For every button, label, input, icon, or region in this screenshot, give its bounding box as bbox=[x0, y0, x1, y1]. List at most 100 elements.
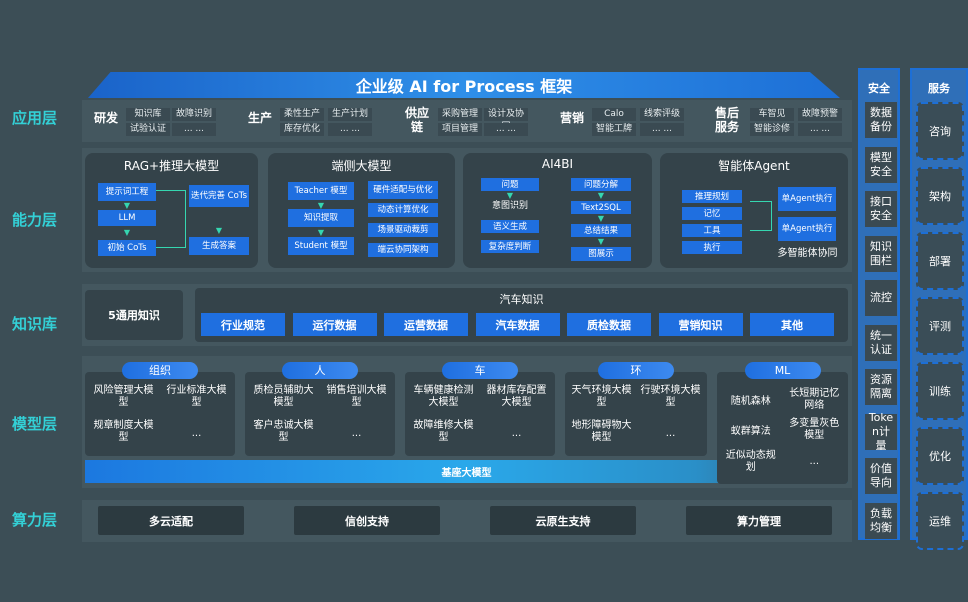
compute-item[interactable]: 信创支持 bbox=[294, 506, 440, 535]
app-item[interactable]: 生产计划 bbox=[328, 108, 372, 121]
security-item[interactable]: 模型安全 bbox=[865, 146, 897, 183]
agent-caption: 多智能体协同 bbox=[777, 248, 838, 259]
model-item: 车辆健康检测大模型 bbox=[413, 385, 474, 408]
model-panel bbox=[405, 372, 555, 456]
arrow-down-icon: ▼ bbox=[597, 214, 605, 223]
app-item[interactable]: 采购管理 bbox=[438, 108, 482, 121]
knowledge-item[interactable]: 运行数据 bbox=[292, 313, 377, 336]
app-group-3: 营销 bbox=[559, 111, 584, 125]
layer-label-application: 应用层 bbox=[12, 109, 58, 127]
edge-model-panel: 端侧大模型 Teacher 模型 ▼ 知识提取 ▼ Student 模型 硬件适… bbox=[268, 153, 455, 268]
service-item[interactable]: 训练 bbox=[916, 362, 964, 420]
base-model-bar: 基座大模型 bbox=[85, 460, 848, 483]
model-item: 多变量灰色模型 bbox=[789, 418, 840, 441]
security-item[interactable]: 统一认证 bbox=[865, 324, 897, 361]
security-item[interactable]: 资源隔离 bbox=[865, 369, 897, 405]
app-group-2: 供应链 bbox=[404, 106, 429, 134]
app-item[interactable]: 设计及协同 bbox=[484, 108, 528, 132]
service-item[interactable]: 咨询 bbox=[916, 102, 964, 160]
app-item[interactable]: 试验认证 bbox=[126, 123, 170, 136]
app-item[interactable]: 库存优化 bbox=[280, 123, 324, 136]
app-item[interactable]: ... ... bbox=[328, 123, 372, 136]
app-item[interactable]: 知识库 bbox=[126, 108, 170, 121]
model-item: 蚁群算法 bbox=[730, 426, 771, 437]
arrow-down-icon: ▼ bbox=[215, 226, 223, 235]
security-item[interactable]: 负载均衡 bbox=[865, 502, 897, 539]
service-item[interactable]: 评测 bbox=[916, 297, 964, 355]
cap-box: 提示词工程 bbox=[98, 183, 156, 201]
app-item[interactable]: 智能工牌 bbox=[592, 123, 636, 136]
model-item: 地形障碍物大模型 bbox=[571, 420, 632, 443]
app-item[interactable]: 项目管理 bbox=[438, 123, 482, 136]
cap-box: Teacher 模型 bbox=[288, 182, 354, 200]
app-item[interactable]: ... ... bbox=[172, 123, 216, 136]
knowledge-item[interactable]: 运营数据 bbox=[384, 313, 468, 336]
service-item[interactable]: 部署 bbox=[916, 232, 964, 290]
app-group-0: 研发 bbox=[93, 111, 118, 125]
model-panel bbox=[717, 372, 848, 484]
service-title: 服务 bbox=[928, 82, 950, 95]
cap-box: 单Agent执行 bbox=[778, 187, 836, 211]
compute-item[interactable]: 云原生支持 bbox=[490, 506, 636, 535]
arrow-down-icon: ▼ bbox=[597, 237, 605, 246]
model-item: 销售培训大模型 bbox=[326, 385, 387, 408]
service-item[interactable]: 优化 bbox=[916, 427, 964, 485]
model-item: 行驶环境大模型 bbox=[640, 385, 701, 408]
security-item[interactable]: 价值导向 bbox=[865, 458, 897, 494]
cap-text: 意图识别 bbox=[491, 201, 528, 211]
model-item: 近似动态规划 bbox=[725, 450, 776, 473]
cap-box: 工具 bbox=[682, 224, 742, 237]
model-item: 风险管理大模型 bbox=[93, 385, 154, 408]
cap-box: 迭代完善 CoTs bbox=[189, 185, 249, 207]
security-item[interactable]: Token计量 bbox=[865, 411, 897, 452]
cap-box: 问题 bbox=[481, 178, 539, 191]
cap-box: 图展示 bbox=[571, 247, 631, 261]
ai4bi-panel: AI4BI 问题 ▼ 意图识别 语义生成 复杂度判断 问题分解 ▼ Text2S… bbox=[463, 153, 652, 268]
app-item[interactable]: 故障预警 bbox=[798, 108, 842, 121]
knowledge-item[interactable]: 质检数据 bbox=[567, 313, 651, 336]
knowledge-item[interactable]: 营销知识 bbox=[658, 313, 743, 336]
arrow-down-icon: ▼ bbox=[597, 191, 605, 200]
arrow-down-icon: ▼ bbox=[123, 228, 131, 237]
cap-box: 总结结果 bbox=[571, 224, 631, 237]
app-item[interactable]: 柔性生产 bbox=[280, 108, 324, 121]
compute-item[interactable]: 多云适配 bbox=[98, 506, 244, 535]
app-item[interactable]: Calo bbox=[592, 108, 636, 121]
cap-box: Text2SQL bbox=[571, 201, 631, 214]
layer-label-knowledge: 知识库 bbox=[12, 315, 58, 333]
ai4bi-title: AI4BI bbox=[541, 157, 574, 171]
app-item[interactable]: ... ... bbox=[798, 123, 842, 136]
app-group-4: 售后服务 bbox=[714, 106, 739, 134]
app-item[interactable]: ... ... bbox=[640, 123, 684, 136]
cap-box: 场景驱动裁剪 bbox=[368, 223, 438, 237]
knowledge-item[interactable]: 其他 bbox=[750, 313, 834, 336]
compute-item[interactable]: 算力管理 bbox=[686, 506, 832, 535]
knowledge-item[interactable]: 行业规范 bbox=[201, 313, 285, 336]
model-item: ... bbox=[511, 428, 522, 439]
model-tag: 车 bbox=[442, 362, 518, 379]
framework-title-banner: 企业级 AI for Process 框架 bbox=[88, 72, 840, 98]
model-panel bbox=[245, 372, 395, 456]
knowledge-item[interactable]: 汽车数据 bbox=[475, 313, 560, 336]
security-item[interactable]: 知识围栏 bbox=[865, 235, 897, 272]
model-item: 长短期记忆网络 bbox=[789, 388, 840, 411]
security-item[interactable]: 数据备份 bbox=[865, 102, 897, 138]
service-item[interactable]: 运维 bbox=[916, 492, 964, 550]
rag-title: RAG+推理大模型 bbox=[123, 159, 220, 173]
app-item[interactable]: 车智见 bbox=[750, 108, 794, 121]
security-item[interactable]: 流控 bbox=[865, 280, 897, 316]
model-item: ... bbox=[191, 428, 202, 439]
security-item[interactable]: 接口安全 bbox=[865, 191, 897, 227]
model-item: 器材库存配置大模型 bbox=[486, 385, 547, 408]
cap-box: 动态计算优化 bbox=[368, 203, 438, 217]
cap-box: 初始 CoTs bbox=[98, 240, 156, 256]
cap-box: LLM bbox=[98, 210, 156, 226]
service-item[interactable]: 架构 bbox=[916, 167, 964, 225]
app-item[interactable]: 线索评级 bbox=[640, 108, 684, 121]
rag-panel: RAG+推理大模型 提示词工程 ▼ LLM ▼ 初始 CoTs 迭代完善 CoT… bbox=[85, 153, 258, 268]
app-item[interactable]: 故障识别 bbox=[172, 108, 216, 121]
model-tag: 人 bbox=[282, 362, 358, 379]
model-item: ... bbox=[809, 456, 820, 467]
app-item[interactable]: ... ... bbox=[484, 123, 528, 136]
app-item[interactable]: 智能诊修 bbox=[750, 123, 794, 136]
